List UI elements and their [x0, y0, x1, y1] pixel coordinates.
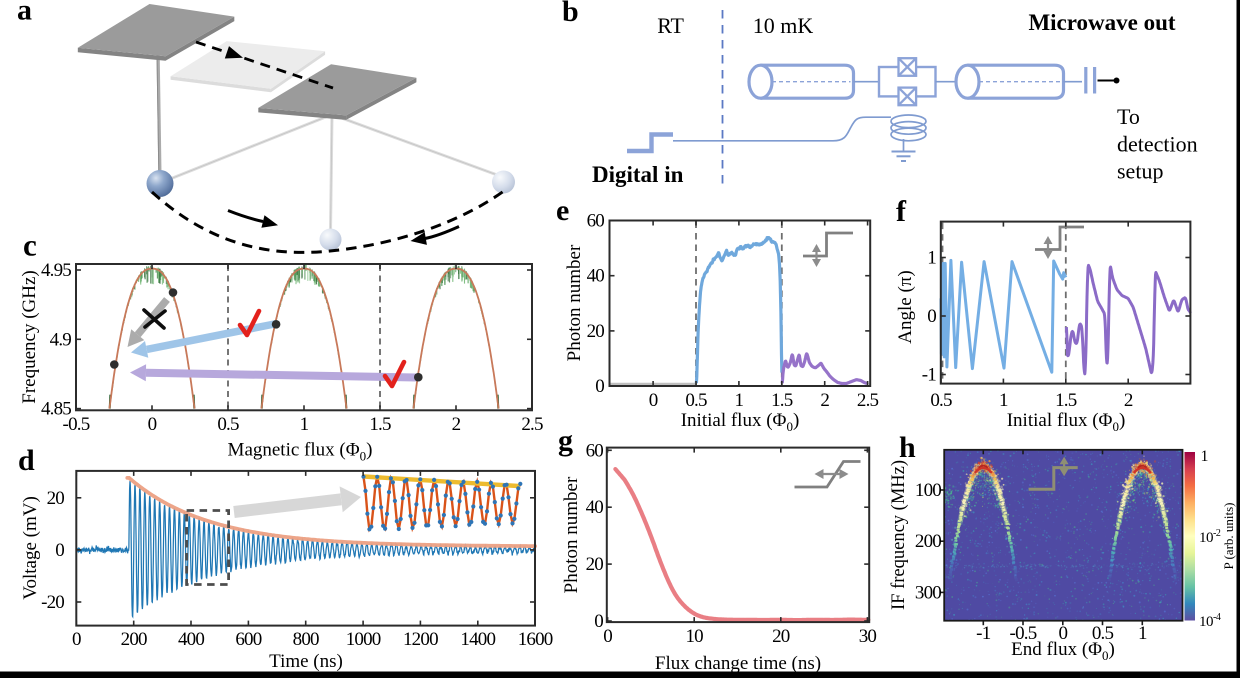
svg-text:2: 2 — [452, 414, 461, 435]
svg-text:60: 60 — [586, 440, 604, 461]
svg-text:20: 20 — [586, 554, 604, 575]
svg-text:0: 0 — [55, 540, 64, 561]
svg-text:0: 0 — [72, 629, 81, 650]
svg-text:Initial flux (Φ0): Initial flux (Φ0) — [1007, 410, 1126, 434]
svg-text:Photon number: Photon number — [564, 244, 585, 361]
svg-text:1.5: 1.5 — [1055, 390, 1077, 411]
svg-text:Magnetic flux (Φ0): Magnetic flux (Φ0) — [228, 440, 373, 464]
svg-text:1.5: 1.5 — [369, 414, 391, 435]
svg-text:2.5: 2.5 — [857, 390, 879, 411]
svg-text:1200: 1200 — [403, 629, 438, 650]
svg-text:Voltage (mV): Voltage (mV) — [20, 496, 41, 600]
svg-text:1: 1 — [1201, 448, 1209, 465]
svg-text:0: 0 — [1058, 623, 1067, 644]
svg-text:10: 10 — [685, 626, 703, 647]
svg-text:20: 20 — [587, 321, 605, 342]
svg-text:4.85: 4.85 — [41, 399, 71, 420]
svg-text:g: g — [558, 424, 573, 457]
svg-text:0: 0 — [594, 611, 603, 632]
svg-text:1000: 1000 — [346, 629, 381, 650]
svg-text:0.5: 0.5 — [930, 390, 952, 411]
svg-text:40: 40 — [587, 266, 605, 287]
svg-text:1: 1 — [1138, 623, 1147, 644]
svg-text:4.95: 4.95 — [41, 260, 71, 281]
svg-text:100: 100 — [915, 480, 941, 501]
svg-text:1: 1 — [999, 390, 1008, 411]
svg-text:300: 300 — [915, 582, 941, 603]
svg-text:-0.5: -0.5 — [63, 414, 90, 435]
svg-text:4.9: 4.9 — [50, 329, 72, 350]
svg-text:1600: 1600 — [518, 629, 553, 650]
svg-text:Photon number: Photon number — [561, 476, 582, 593]
svg-text:0.5: 0.5 — [1092, 623, 1114, 644]
svg-text:detection: detection — [1117, 132, 1198, 157]
svg-text:600: 600 — [235, 629, 261, 650]
svg-text:40: 40 — [586, 497, 604, 518]
svg-text:1: 1 — [300, 414, 309, 435]
svg-text:60: 60 — [587, 211, 605, 232]
svg-text:-1: -1 — [976, 623, 991, 644]
svg-text:0.5: 0.5 — [685, 390, 707, 411]
svg-text:400: 400 — [178, 629, 204, 650]
svg-text:200: 200 — [121, 629, 147, 650]
svg-text:2: 2 — [1124, 390, 1133, 411]
svg-text:h: h — [899, 431, 916, 464]
svg-text:800: 800 — [293, 629, 319, 650]
svg-text:200: 200 — [915, 531, 941, 552]
svg-text:-20: -20 — [41, 592, 64, 613]
svg-text:Angle (π): Angle (π) — [895, 270, 916, 343]
svg-text:setup: setup — [1117, 159, 1163, 184]
svg-text:P (arb. units): P (arb. units) — [1221, 502, 1236, 569]
svg-text:IF frequency (MHz): IF frequency (MHz) — [889, 460, 909, 610]
svg-text:1.5: 1.5 — [771, 390, 793, 411]
svg-text:Microwave out: Microwave out — [1028, 10, 1175, 35]
svg-text:20: 20 — [772, 626, 790, 647]
svg-text:b: b — [562, 0, 579, 28]
svg-text:1: 1 — [927, 248, 936, 269]
svg-text:a: a — [17, 0, 32, 27]
svg-text:30: 30 — [859, 626, 877, 647]
svg-text:e: e — [556, 194, 569, 227]
svg-text:0.5: 0.5 — [217, 414, 239, 435]
svg-text:0: 0 — [927, 306, 936, 327]
svg-text:d: d — [18, 444, 35, 477]
svg-text:f: f — [896, 195, 907, 228]
svg-text:2.5: 2.5 — [521, 414, 543, 435]
svg-text:-1: -1 — [922, 365, 937, 386]
svg-text:RT: RT — [657, 13, 684, 38]
svg-text:Flux change time (ns): Flux change time (ns) — [655, 653, 821, 674]
svg-text:Digital in: Digital in — [592, 162, 684, 187]
svg-text:c: c — [23, 228, 37, 263]
svg-text:0: 0 — [595, 376, 604, 397]
svg-text:0: 0 — [603, 626, 612, 647]
svg-text:20: 20 — [47, 488, 65, 509]
svg-text:Frequency (GHz): Frequency (GHz) — [19, 270, 40, 403]
svg-text:-0.5: -0.5 — [1010, 623, 1037, 644]
svg-text:1400: 1400 — [460, 629, 495, 650]
svg-text:Initial flux (Φ0): Initial flux (Φ0) — [681, 410, 800, 434]
svg-text:End flux (Φ0): End flux (Φ0) — [1011, 639, 1115, 663]
svg-text:2: 2 — [820, 390, 829, 411]
svg-text:10 mK: 10 mK — [753, 13, 814, 38]
svg-text:Time (ns): Time (ns) — [269, 651, 343, 672]
svg-text:0: 0 — [148, 414, 157, 435]
svg-text:0: 0 — [649, 390, 658, 411]
svg-text:To: To — [1117, 104, 1140, 129]
svg-text:1: 1 — [735, 390, 744, 411]
